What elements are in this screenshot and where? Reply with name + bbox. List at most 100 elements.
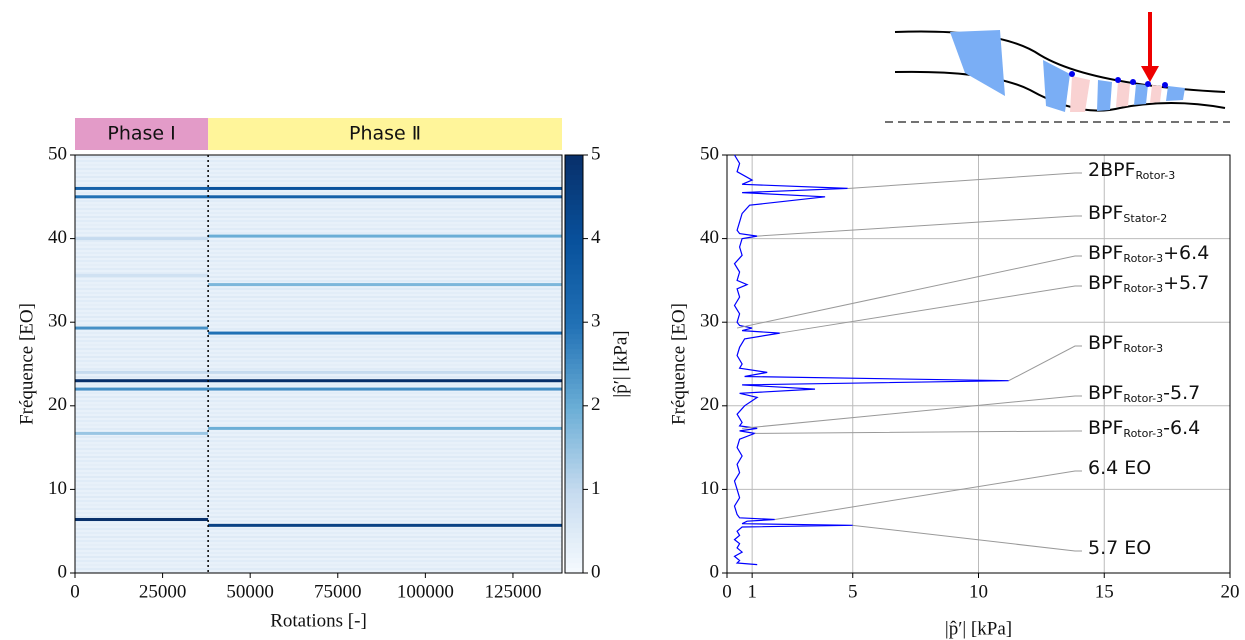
x-tick-label: 20 bbox=[1221, 581, 1240, 602]
annotation-subscript: Stator-2 bbox=[1123, 212, 1167, 225]
colorbar-tick-label: 5 bbox=[591, 143, 601, 164]
x-tick-label: 1 bbox=[747, 581, 757, 602]
colorbar-label: |p̂′| [kPa] bbox=[610, 330, 631, 397]
colorbar-step bbox=[565, 299, 583, 305]
colorbar-step bbox=[565, 179, 583, 186]
colorbar-step bbox=[565, 339, 583, 345]
x-tick-label: 15 bbox=[1095, 581, 1114, 602]
colorbar-step bbox=[565, 468, 583, 474]
plot-frame bbox=[74, 154, 563, 574]
colorbar-step bbox=[565, 199, 583, 206]
colorbar-step bbox=[565, 448, 583, 455]
colorbar-step bbox=[565, 433, 583, 440]
annotation-text: BPF bbox=[1088, 202, 1123, 224]
colorbar-step bbox=[565, 438, 583, 445]
phase-band bbox=[208, 118, 562, 150]
colorbar-step bbox=[565, 523, 583, 529]
heat-band bbox=[75, 237, 209, 241]
x-tick-label: 0 bbox=[70, 581, 80, 602]
colorbar-step bbox=[565, 334, 583, 340]
colorbar-step bbox=[565, 259, 583, 265]
annotation-leader bbox=[742, 395, 1082, 429]
colorbar-step bbox=[565, 184, 583, 191]
colorbar-step bbox=[565, 214, 583, 221]
x-tick-label: 100000 bbox=[397, 581, 454, 602]
colorbar-step bbox=[565, 478, 583, 484]
x-tick-label: 0 bbox=[722, 581, 732, 602]
colorbar-step bbox=[565, 418, 583, 425]
annotation-suffix: -6.4 bbox=[1163, 417, 1200, 439]
annotation-text: BPF bbox=[1088, 417, 1123, 439]
colorbar-step bbox=[565, 483, 583, 489]
colorbar-step bbox=[565, 538, 583, 544]
y-tick-label: 50 bbox=[48, 143, 67, 164]
annotation-leader bbox=[736, 255, 1082, 329]
phase-label: Phase Ⅱ bbox=[349, 123, 421, 145]
x-axis-label: |p̂′| [kPa] bbox=[945, 618, 1012, 639]
colorbar-step bbox=[565, 364, 583, 370]
colorbar-frame bbox=[564, 154, 584, 574]
y-tick-label: 30 bbox=[48, 311, 67, 332]
annotation-text: 6.4 EO bbox=[1088, 457, 1151, 479]
annotation-leader bbox=[847, 172, 1082, 189]
annotation-subscript: Rotor-3 bbox=[1123, 392, 1163, 405]
colorbar-step bbox=[565, 174, 583, 181]
colorbar-step bbox=[565, 443, 583, 450]
colorbar-step bbox=[565, 159, 583, 166]
colorbar-step bbox=[565, 359, 583, 365]
colorbar-step bbox=[565, 204, 583, 211]
colorbar-step bbox=[565, 229, 583, 236]
x-tick-label: 125000 bbox=[484, 581, 541, 602]
colorbar-step bbox=[565, 189, 583, 196]
colorbar-step bbox=[565, 388, 583, 395]
heat-band bbox=[208, 283, 562, 287]
colorbar-step bbox=[565, 224, 583, 231]
colorbar-step bbox=[565, 234, 583, 241]
colorbar-step bbox=[565, 498, 583, 504]
annotation-subscript: Rotor-3 bbox=[1123, 282, 1163, 295]
y-tick-label: 20 bbox=[700, 394, 719, 415]
plot-frame bbox=[726, 154, 1231, 574]
colorbar-step bbox=[565, 428, 583, 435]
y-tick-label: 10 bbox=[48, 478, 67, 499]
colorbar-tick-label: 2 bbox=[591, 394, 601, 415]
colorbar-step bbox=[565, 513, 583, 519]
heat-band bbox=[208, 387, 562, 391]
colorbar-step bbox=[565, 294, 583, 300]
annotation-leader bbox=[757, 215, 1082, 237]
colorbar-step bbox=[565, 344, 583, 350]
colorbar-step bbox=[565, 378, 583, 385]
annotation-leader bbox=[1008, 345, 1082, 382]
heat-band bbox=[75, 186, 209, 190]
heat-band bbox=[208, 186, 562, 190]
y-axis-label: Fréquence [EO] bbox=[668, 303, 689, 425]
colorbar-step bbox=[565, 528, 583, 534]
heat-band bbox=[208, 370, 562, 374]
y-tick-label: 0 bbox=[58, 561, 68, 582]
annotation-suffix: -5.7 bbox=[1163, 382, 1200, 404]
heat-band bbox=[208, 331, 562, 335]
colorbar-tick-label: 0 bbox=[591, 561, 601, 582]
engine-schematic bbox=[885, 12, 1230, 123]
colorbar-step bbox=[565, 473, 583, 479]
x-tick-label: 75000 bbox=[314, 581, 362, 602]
colorbar-step bbox=[565, 463, 583, 469]
colorbar-step bbox=[565, 194, 583, 201]
annotation-text: BPF bbox=[1088, 332, 1123, 354]
colorbar-step bbox=[565, 508, 583, 514]
colorbar-tick-label: 4 bbox=[591, 227, 601, 248]
colorbar-step bbox=[565, 488, 583, 494]
colorbar-step bbox=[565, 558, 583, 564]
y-tick-label: 50 bbox=[700, 143, 719, 164]
annotation-label: 2BPFRotor-3 bbox=[1088, 159, 1175, 183]
colorbar-step bbox=[565, 274, 583, 280]
heat-band bbox=[208, 195, 562, 199]
heat-band bbox=[75, 431, 209, 435]
annotation-label: BPFRotor-3-6.4 bbox=[1088, 417, 1200, 441]
annotation-subscript: Rotor-3 bbox=[1136, 169, 1176, 182]
colorbar-step bbox=[565, 503, 583, 509]
colorbar-step bbox=[565, 403, 583, 410]
colorbar-step bbox=[565, 209, 583, 216]
y-tick-label: 30 bbox=[700, 311, 719, 332]
